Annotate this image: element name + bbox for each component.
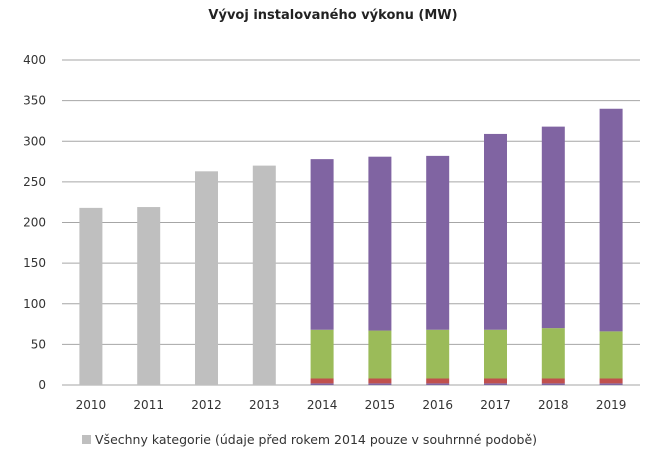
bar-segment bbox=[541, 126, 565, 329]
bar-segment bbox=[426, 383, 450, 385]
bar-segment bbox=[599, 331, 623, 379]
x-tick-label: 2013 bbox=[249, 398, 280, 412]
bar-segment bbox=[484, 378, 507, 384]
bar-segment bbox=[368, 378, 392, 384]
bar-segment bbox=[310, 378, 334, 384]
x-tick-label: 2017 bbox=[480, 398, 511, 412]
bar-segment bbox=[79, 207, 103, 385]
bar-segment bbox=[252, 165, 276, 385]
y-tick-label: 400 bbox=[23, 53, 46, 67]
bar-segment bbox=[195, 171, 218, 385]
bar-segment bbox=[310, 159, 334, 330]
y-tick-label: 350 bbox=[23, 94, 46, 108]
x-tick-label: 2014 bbox=[307, 398, 338, 412]
bar-segment bbox=[368, 156, 392, 331]
bar-segment bbox=[368, 383, 392, 385]
bar-segment bbox=[599, 383, 623, 385]
bar-segment bbox=[541, 378, 565, 384]
bar-segment bbox=[426, 155, 450, 330]
bar-segment bbox=[368, 330, 392, 379]
bar-segment bbox=[426, 329, 450, 379]
legend: Všechny kategorie (údaje před rokem 2014… bbox=[82, 432, 537, 447]
bar-segment bbox=[599, 378, 623, 384]
bar-segment bbox=[541, 328, 565, 379]
bar-segment bbox=[484, 329, 507, 379]
y-tick-label: 200 bbox=[23, 216, 46, 230]
bar-segment bbox=[426, 378, 450, 384]
legend-swatch bbox=[82, 435, 91, 444]
bar-segment bbox=[541, 383, 565, 385]
bar-segment bbox=[599, 108, 623, 332]
y-tick-label: 150 bbox=[23, 256, 46, 270]
y-tick-label: 300 bbox=[23, 134, 46, 148]
y-tick-label: 50 bbox=[31, 337, 46, 351]
y-tick-label: 100 bbox=[23, 297, 46, 311]
bar-segment bbox=[310, 329, 334, 379]
x-tick-label: 2011 bbox=[133, 398, 164, 412]
legend-label: Všechny kategorie (údaje před rokem 2014… bbox=[95, 432, 538, 447]
x-tick-label: 2012 bbox=[191, 398, 222, 412]
chart-title: Vývoj instalovaného výkonu (MW) bbox=[208, 8, 458, 23]
x-tick-label: 2016 bbox=[422, 398, 453, 412]
bar-segment bbox=[484, 383, 507, 385]
y-tick-label: 0 bbox=[38, 378, 46, 392]
x-tick-label: 2010 bbox=[76, 398, 107, 412]
x-tick-label: 2015 bbox=[365, 398, 396, 412]
y-tick-label: 250 bbox=[23, 175, 46, 189]
x-tick-label: 2018 bbox=[538, 398, 569, 412]
bar-segment bbox=[137, 207, 161, 385]
bar-segment bbox=[484, 133, 507, 330]
x-tick-label: 2019 bbox=[596, 398, 627, 412]
bar-segment bbox=[310, 383, 334, 385]
